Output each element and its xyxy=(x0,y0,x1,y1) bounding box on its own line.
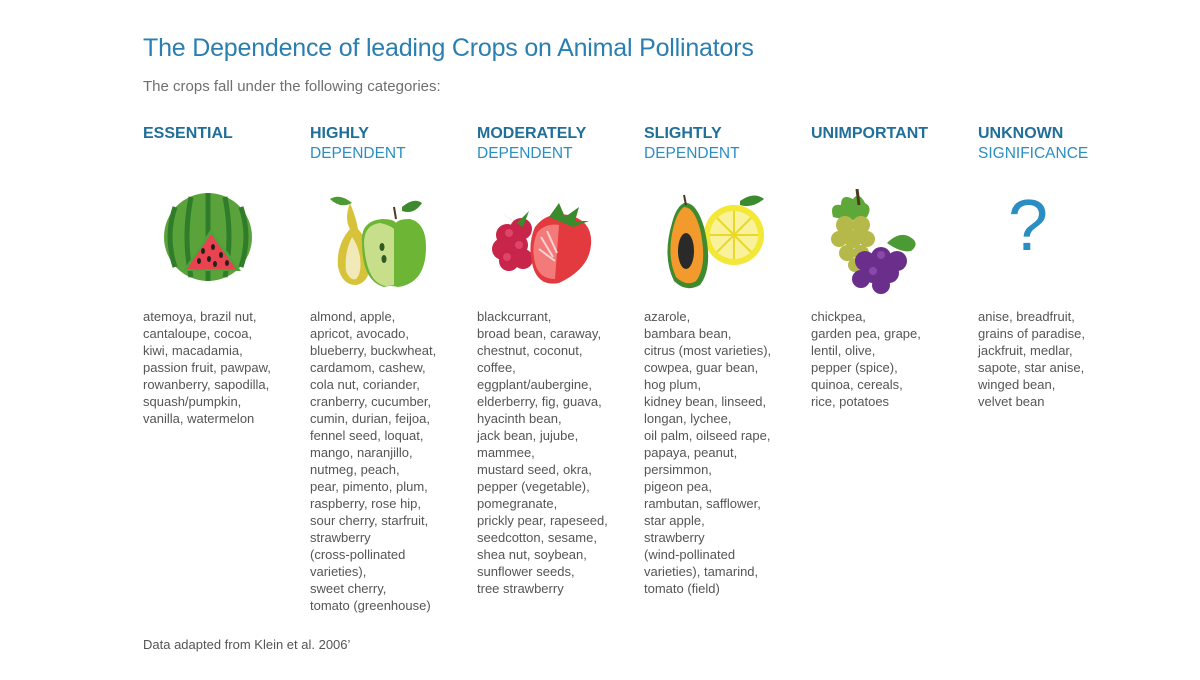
category-heading: UNKNOWN xyxy=(978,125,1064,142)
category-unimportant: UNIMPORTANT chickpea, gar xyxy=(811,124,971,409)
crop-list: chickpea, garden pea, grape, lentil, oli… xyxy=(811,309,921,409)
category-subheading: SIGNIFICANCE xyxy=(978,145,1089,162)
category-subheading: DEPENDENT xyxy=(477,145,573,162)
page-subtitle: The crops fall under the following categ… xyxy=(143,78,441,95)
watermelon-icon xyxy=(164,193,252,281)
category-highly-dependent: HIGHLY DEPENDENT almond, apple, apricot,… xyxy=(310,124,470,613)
category-subheading: DEPENDENT xyxy=(644,145,740,162)
question-mark-icon: ? xyxy=(1008,186,1049,266)
category-subheading xyxy=(811,144,971,166)
category-essential: ESSENTIAL atemoya, brazil nut, cantaloup… xyxy=(143,124,303,426)
category-subheading xyxy=(143,144,303,166)
raspberry-strawberry-icon xyxy=(492,203,592,284)
category-moderately-dependent: MODERATELY DEPENDENT blackcurrant, broad… xyxy=(477,124,637,596)
category-heading: HIGHLY xyxy=(310,125,369,142)
category-slightly-dependent: SLIGHTLY DEPENDENT azarole, bambara bean… xyxy=(644,124,804,596)
crop-list: atemoya, brazil nut, cantaloupe, cocoa, … xyxy=(143,309,271,426)
category-unknown-significance: UNKNOWN SIGNIFICANCE ? anise, breadfruit… xyxy=(978,124,1138,409)
crop-list: azarole, bambara bean, citrus (most vari… xyxy=(644,309,772,596)
category-heading: ESSENTIAL xyxy=(143,125,233,142)
page-title: The Dependence of leading Crops on Anima… xyxy=(143,34,754,62)
category-heading: SLIGHTLY xyxy=(644,125,722,142)
crop-list: almond, apple, apricot, avocado, blueber… xyxy=(310,309,437,613)
crop-list: anise, breadfruit, grains of paradise, j… xyxy=(978,309,1085,409)
pear-apple-icon xyxy=(330,196,426,287)
crop-list: blackcurrant, broad bean, caraway, chest… xyxy=(477,309,608,596)
category-heading: UNIMPORTANT xyxy=(811,125,929,142)
category-subheading: DEPENDENT xyxy=(310,145,406,162)
source-footnote: Data adapted from Klein et al. 2006’ xyxy=(143,637,351,652)
category-heading: MODERATELY xyxy=(477,125,587,142)
grapes-icon xyxy=(831,188,916,294)
papaya-lemon-icon xyxy=(667,194,764,289)
